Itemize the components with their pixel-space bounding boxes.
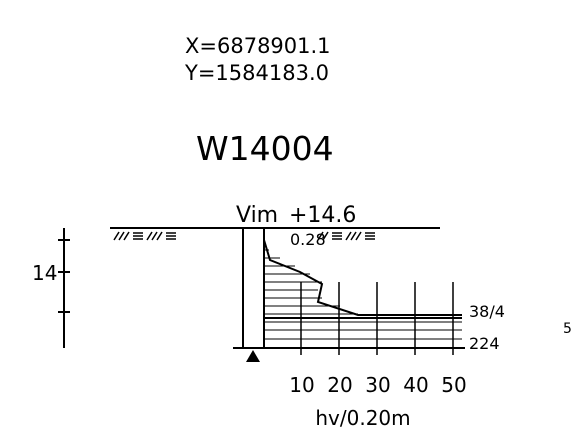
x-tick-40: 40 [403,373,428,397]
layer-label-lower: 224 [469,334,500,353]
y-coordinate: Y=1584183.0 [184,61,329,85]
stop-marker-triangle [246,350,260,362]
x-coordinate: X=6878901.1 [185,34,331,58]
depth-scale-label: 14 [32,261,57,285]
depth-scale [58,228,70,348]
sublabel: 0.28 [290,230,326,249]
point-id: W14004 [196,129,334,168]
ground-hatch-right [317,231,375,241]
x-axis-label: hv/0.20m [315,406,410,430]
clipped-label: 5( [563,321,573,337]
ground-hatch-left [113,231,176,241]
x-tick-10: 10 [289,373,314,397]
layer-label-upper: 38/4 [469,302,505,321]
ground-level: +14.6 [289,203,356,228]
x-tick-20: 20 [327,373,352,397]
borehole-column [242,227,265,349]
profile-hatch [264,249,462,340]
resistance-profile [263,239,462,316]
x-tick-50: 50 [441,373,466,397]
x-tick-30: 30 [365,373,390,397]
method-label: Vim [236,203,278,228]
